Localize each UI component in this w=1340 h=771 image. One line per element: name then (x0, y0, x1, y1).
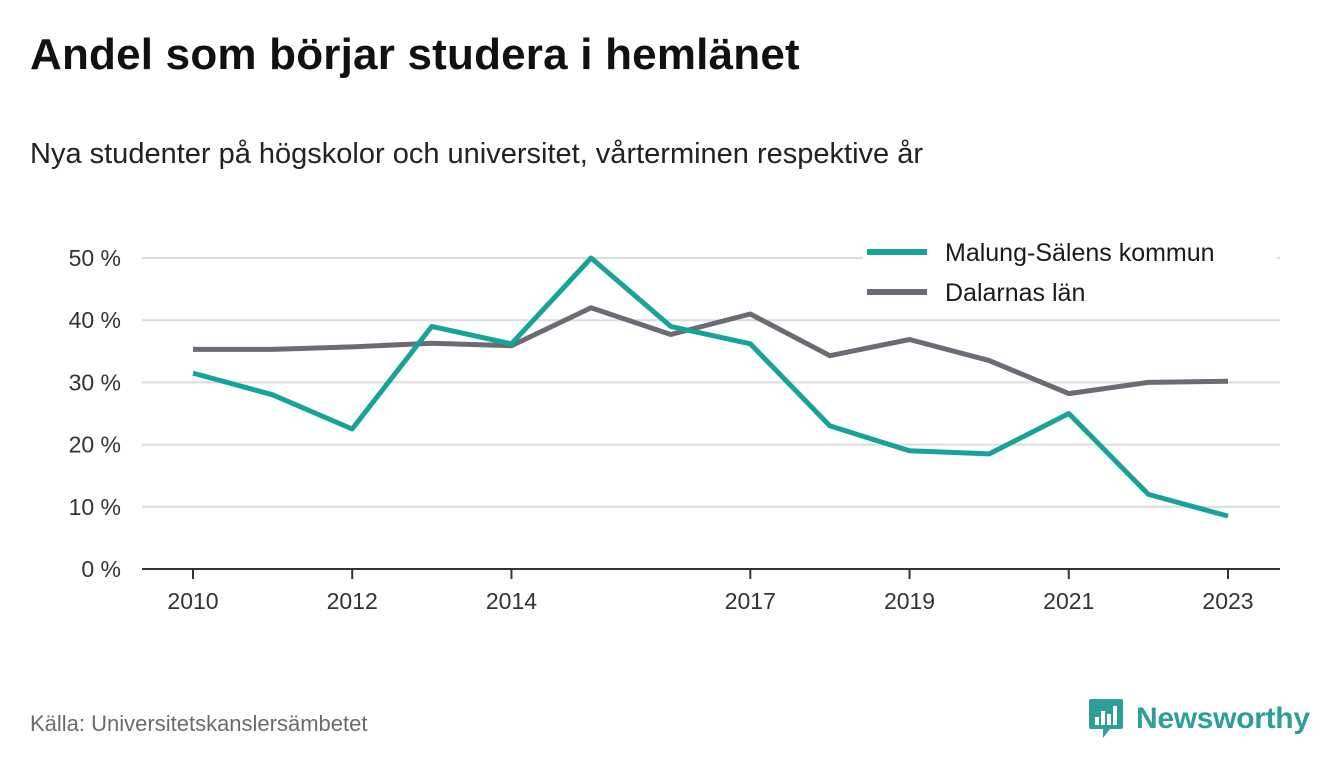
series-line-malung-salens-kommun (192, 255, 1229, 519)
x-tick-label: 2019 (884, 588, 935, 614)
source-note: Källa: Universitetskanslersämbetet (30, 711, 368, 736)
line-chart: 0 % 10 % 20 % 30 % 40 % 50 % 2010 2012 2014 2017 2… (68, 232, 1280, 614)
x-tick-label: 2021 (1043, 588, 1094, 614)
x-tick-label: 2010 (167, 588, 218, 614)
newsworthy-logo[interactable]: Newsworthy (1088, 697, 1310, 741)
y-tick-label: 20 % (69, 432, 121, 458)
x-tick-label: 2023 (1202, 588, 1253, 614)
axes: 0 % 10 % 20 % 30 % 40 % 50 % 2010 2012 2014 2017 2… (69, 245, 1280, 614)
chart-title: Andel som börjar studera i hemlänet (30, 30, 800, 79)
x-tick-label: 2014 (486, 588, 537, 614)
y-tick-label: 40 % (69, 307, 121, 333)
legend: Malung-Sälens kommun Dalarnas län (863, 232, 1277, 308)
legend-background (863, 232, 1277, 268)
series-line-dalarnas-lan (193, 305, 1229, 397)
legend-background (863, 272, 1277, 308)
chart-subtitle: Nya studenter på högskolor och universit… (30, 138, 923, 170)
x-tick-label: 2012 (327, 588, 378, 614)
y-tick-label: 10 % (69, 494, 121, 520)
y-tick-label: 50 % (69, 245, 121, 271)
legend-label: Dalarnas län (945, 279, 1085, 307)
y-tick-label: 0 % (81, 556, 121, 582)
brand-name: Newsworthy (1136, 702, 1310, 735)
series-lines (192, 255, 1229, 519)
legend-label: Malung-Sälens kommun (945, 239, 1215, 267)
x-tick-label: 2017 (725, 588, 776, 614)
y-tick-label: 30 % (69, 369, 121, 395)
newsworthy-logo-icon (1089, 699, 1123, 738)
